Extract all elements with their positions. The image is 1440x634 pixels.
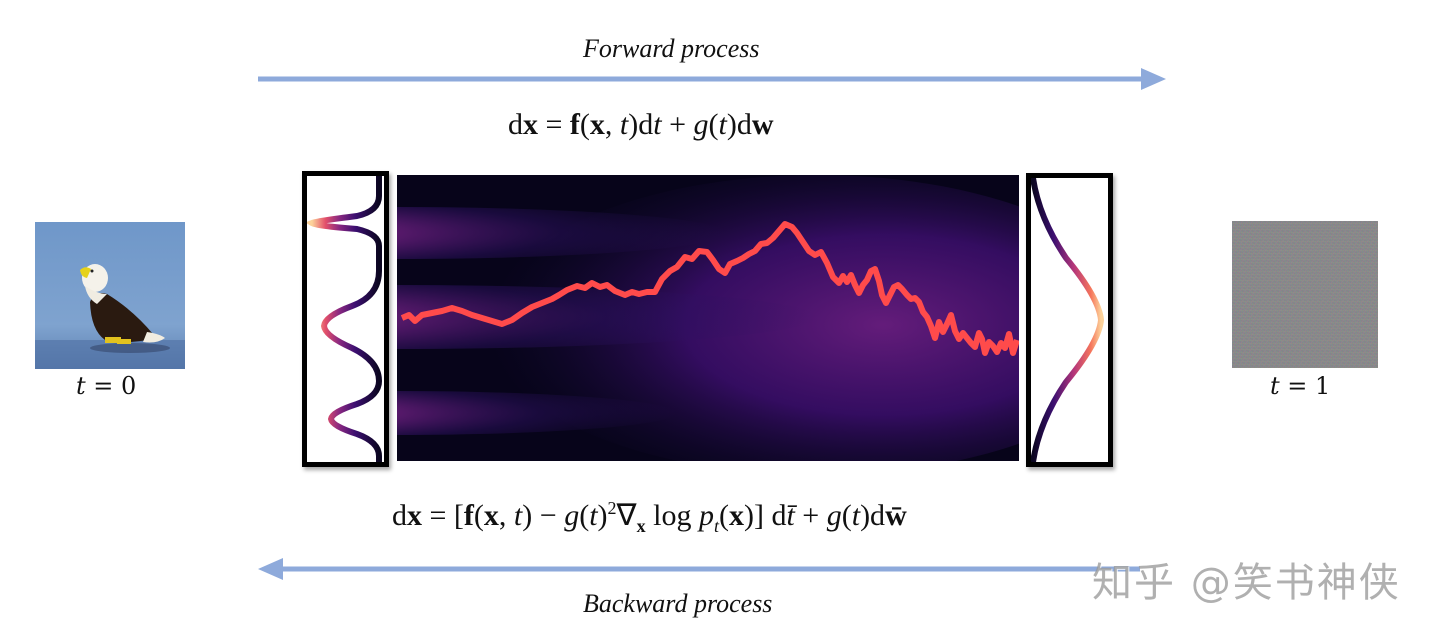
- backward-process-label: Backward process: [583, 589, 773, 618]
- prior-distribution-panel: [1026, 173, 1113, 467]
- forward-sde-equation: dx = f(x, t)dt + g(t)dw: [508, 108, 774, 141]
- data-distribution-panel: [302, 171, 389, 467]
- diffusion-heatmap: [397, 175, 1019, 461]
- backward-arrow: [258, 558, 1140, 580]
- forward-process-label: Forward process: [583, 34, 760, 63]
- multimodal-density-curve: [305, 173, 383, 465]
- forward-arrow: [258, 68, 1166, 90]
- gaussian-density-curve: [1030, 175, 1105, 465]
- t-zero-caption: t = 0: [76, 372, 137, 400]
- sample-trajectory: [400, 221, 1019, 356]
- noise-image: [1232, 221, 1378, 368]
- t-one-caption: t = 1: [1270, 372, 1331, 400]
- eagle-image: [35, 222, 185, 369]
- reverse-sde-equation: dx = [f(x, t) − g(t)2∇x log pt(x)] dt̄ +…: [392, 498, 907, 536]
- zhihu-watermark: 知乎 @笑书神侠: [1092, 560, 1401, 606]
